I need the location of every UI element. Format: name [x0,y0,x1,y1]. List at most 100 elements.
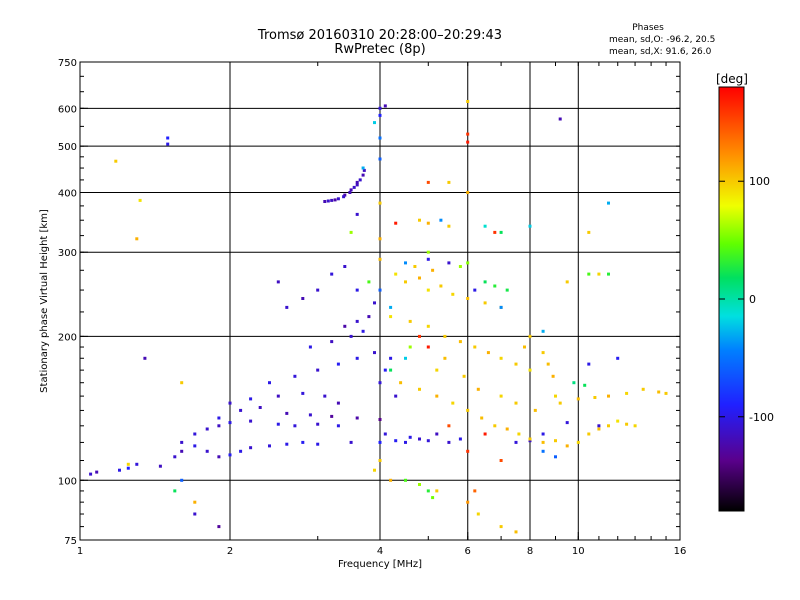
data-point [180,381,184,385]
data-point [348,191,352,194]
data-point [493,284,497,288]
data-point [576,397,580,401]
data-point [205,449,209,453]
data-point [505,427,509,431]
data-point [355,288,359,292]
data-point [135,237,139,241]
data-point [361,329,365,333]
data-point [541,329,545,333]
colorbar-tick-label: -100 [749,411,774,424]
y-tick-label: 500 [58,142,77,153]
data-point [301,391,305,395]
data-point [358,178,362,182]
data-point [394,272,398,276]
data-point [349,334,353,338]
data-point [389,315,393,319]
data-point [408,435,412,439]
data-point [533,408,537,412]
data-point [135,462,139,466]
data-point [308,345,312,349]
data-point [276,394,280,398]
data-point [541,351,545,355]
data-point [466,191,470,194]
data-point [355,212,359,216]
data-point [180,449,184,453]
data-point [276,422,280,426]
y-tick-label: 400 [58,188,77,199]
data-point [323,394,327,398]
data-point [418,483,421,486]
data-point [373,468,376,472]
data-point [541,432,545,436]
data-point [499,525,503,529]
data-point [587,362,591,366]
data-point [394,221,398,225]
data-point [426,345,430,349]
data-point [528,368,532,372]
data-point [349,230,353,234]
data-point [426,180,430,184]
data-point [657,390,661,394]
data-point [228,453,232,457]
data-point [597,427,601,431]
data-point [389,368,393,372]
data-point [439,218,443,222]
data-point [333,198,337,202]
data-point [285,305,289,309]
data-point [373,351,376,355]
data-point [466,140,470,144]
data-point [641,387,645,391]
data-point [607,424,610,428]
chart-subtitle: RwPretec (8p) [334,42,425,57]
data-point [633,424,637,428]
data-point [431,268,435,272]
data-point [367,280,371,284]
data-point [138,198,142,202]
data-point [572,381,576,385]
colorbar-tick-label: 0 [749,293,756,306]
data-point [554,455,557,459]
data-point [330,272,334,276]
data-point [439,284,443,288]
data-point [173,455,177,459]
data-point [378,201,382,205]
data-point [293,374,297,378]
y-tick-label: 300 [58,248,77,259]
data-point [514,401,518,405]
data-point [451,401,455,405]
data-point [268,444,271,448]
data-point [480,416,484,420]
data-point [499,459,503,462]
data-point [664,391,668,395]
data-point [343,265,347,268]
data-point [367,315,371,319]
y-tick-label: 750 [58,58,77,69]
data-point [499,394,503,398]
data-point [625,422,629,426]
data-point [616,356,620,360]
data-point [228,401,232,405]
data-point [607,272,610,276]
y-tick-label: 75 [64,536,77,547]
data-point [493,230,497,234]
data-point [373,121,376,125]
data-point [418,218,421,222]
data-point [285,442,289,446]
data-point [404,440,407,444]
data-point [447,440,451,444]
data-point [378,381,382,385]
data-point [517,432,521,436]
data-point [443,334,447,338]
data-point [316,288,320,292]
x-tick-label: 1 [77,546,83,557]
data-point [399,381,403,385]
data-point [308,413,312,417]
x-tick-label: 16 [674,546,687,557]
y-tick-label: 200 [58,332,77,343]
data-point [180,478,184,482]
data-point [378,440,382,444]
data-point [293,424,297,428]
x-tick-label: 8 [527,546,533,557]
data-point [166,142,170,146]
grid-lines [80,62,680,540]
